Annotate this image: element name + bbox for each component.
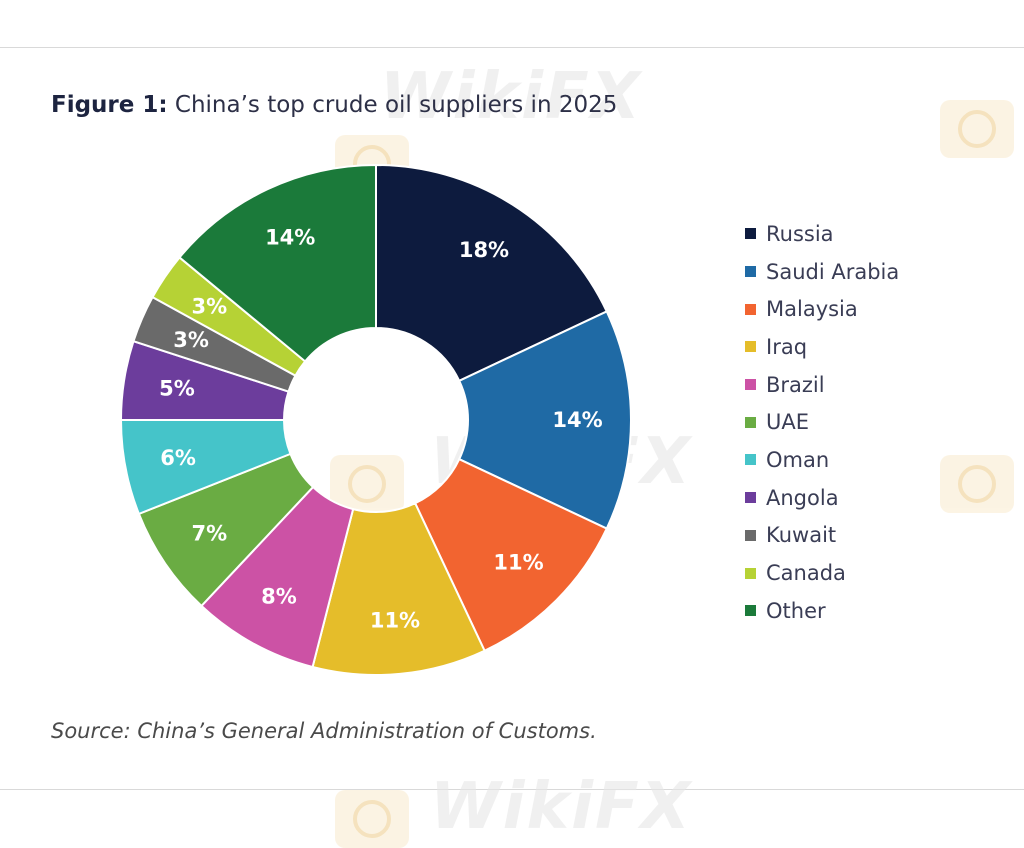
donut-chart: 18% 14% 11% 11% 8% 7% 6% 5% 3% 3% 14%	[119, 163, 632, 676]
slice-label-kuwait: 3%	[173, 328, 209, 352]
legend-item: Brazil	[745, 366, 899, 404]
figure-title: Figure 1: China’s top crude oil supplier…	[51, 92, 617, 118]
top-divider	[0, 47, 1024, 48]
legend-swatch	[745, 454, 756, 466]
legend-swatch	[745, 492, 756, 504]
slice-label-other: 14%	[265, 226, 315, 250]
slice-saudi-arabia	[457, 310, 632, 530]
legend-item: UAE	[745, 403, 899, 441]
legend-label: Brazil	[766, 372, 825, 397]
legend-swatch	[745, 416, 756, 428]
slice-label-russia: 18%	[459, 238, 509, 262]
legend-label: Saudi Arabia	[766, 259, 900, 284]
legend-label: Angola	[766, 485, 839, 510]
watermark-text: WikiFX	[430, 770, 693, 844]
legend-label: Malaysia	[766, 297, 858, 322]
slice-label-brazil: 8%	[261, 585, 297, 609]
watermark-logo	[335, 790, 409, 848]
legend-swatch	[745, 303, 756, 315]
legend-swatch	[745, 605, 756, 617]
legend-swatch	[745, 529, 756, 541]
figure-title-text: China’s top crude oil suppliers in 2025	[174, 92, 618, 118]
slice-label-canada: 3%	[192, 295, 228, 319]
slice-label-angola: 5%	[159, 376, 195, 400]
legend-label: Canada	[766, 561, 846, 586]
watermark-logo	[940, 455, 1014, 513]
source-note: Source: China’s General Administration o…	[51, 719, 597, 743]
legend-item: Iraq	[745, 328, 899, 366]
legend-label: Kuwait	[766, 523, 837, 548]
legend-item: Other	[745, 592, 899, 630]
slice-label-oman: 6%	[160, 446, 196, 470]
legend-label: UAE	[766, 410, 810, 435]
legend-label: Iraq	[766, 334, 808, 359]
legend-item: Kuwait	[745, 517, 899, 555]
slice-label-iraq: 11%	[370, 609, 420, 633]
legend-label: Russia	[766, 221, 834, 246]
slice-other	[178, 163, 377, 363]
legend-swatch	[745, 379, 756, 391]
legend-swatch	[745, 228, 756, 240]
figure-label: Figure 1:	[51, 92, 168, 118]
legend-swatch	[745, 266, 756, 278]
legend-swatch	[745, 567, 756, 579]
slice-russia	[375, 163, 609, 383]
slice-label-saudi-arabia: 14%	[552, 408, 602, 432]
chart-legend: Russia Saudi Arabia Malaysia Iraq Brazil UAE O…	[745, 215, 899, 630]
legend-item: Saudi Arabia	[745, 253, 899, 291]
legend-swatch	[745, 341, 756, 353]
watermark-logo	[940, 100, 1014, 158]
legend-item: Russia	[745, 215, 899, 253]
bottom-divider	[0, 789, 1024, 790]
legend-label: Oman	[766, 447, 830, 472]
legend-item: Angola	[745, 479, 899, 517]
legend-item: Malaysia	[745, 290, 899, 328]
legend-item: Canada	[745, 554, 899, 592]
legend-label: Other	[766, 598, 826, 623]
slice-iraq	[311, 501, 486, 676]
legend-item: Oman	[745, 441, 899, 479]
slice-label-uae: 7%	[192, 521, 228, 545]
slice-label-malaysia: 11%	[493, 550, 543, 574]
